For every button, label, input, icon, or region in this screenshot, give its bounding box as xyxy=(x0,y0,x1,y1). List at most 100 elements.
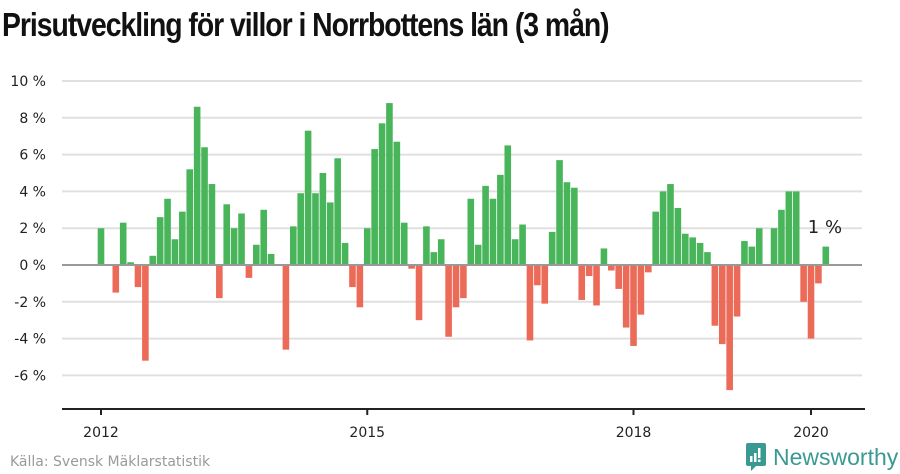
bar xyxy=(334,158,341,265)
bar xyxy=(718,265,726,345)
bar xyxy=(223,204,231,265)
bar xyxy=(119,222,127,265)
bar xyxy=(193,106,201,265)
bar xyxy=(615,265,623,289)
bar xyxy=(467,198,475,265)
bar xyxy=(622,265,630,328)
bar xyxy=(681,233,689,265)
bar xyxy=(755,228,763,265)
bar xyxy=(792,191,800,265)
bars xyxy=(97,103,830,391)
bar xyxy=(593,265,600,306)
bar xyxy=(526,265,534,341)
bar-chart-speech-bubble-icon xyxy=(746,443,766,471)
bar xyxy=(511,239,519,265)
y-tick-label: 2 % xyxy=(19,221,46,237)
y-tick-label: -6 % xyxy=(14,368,46,384)
bar xyxy=(341,242,349,265)
bar xyxy=(245,265,253,278)
bar xyxy=(216,265,223,299)
bar xyxy=(726,265,733,391)
bar xyxy=(704,252,711,265)
bar xyxy=(171,239,179,265)
bar xyxy=(260,209,268,265)
bar xyxy=(371,149,378,265)
bar xyxy=(319,173,327,265)
bar xyxy=(519,224,526,265)
bar xyxy=(645,265,652,273)
bar xyxy=(149,255,157,265)
y-tick-label: -2 % xyxy=(14,295,46,311)
bar xyxy=(127,262,134,265)
y-tick-label: 10 % xyxy=(10,74,46,90)
bar xyxy=(267,253,275,265)
bar xyxy=(179,211,186,265)
bar xyxy=(696,242,704,265)
bar xyxy=(201,147,208,265)
bar xyxy=(156,217,164,265)
bar xyxy=(667,184,674,265)
y-tick-label: -4 % xyxy=(14,332,46,348)
bar xyxy=(608,265,615,271)
bar xyxy=(800,265,807,302)
bar xyxy=(689,237,696,265)
bar xyxy=(290,226,297,265)
bar xyxy=(445,265,452,337)
x-axis: 2012 2015 2018 2020 xyxy=(62,408,865,441)
y-tick-label: 4 % xyxy=(19,184,46,200)
bar xyxy=(637,265,645,315)
x-tick-label: 2018 xyxy=(616,425,652,441)
bar xyxy=(423,226,430,265)
y-tick-label: 6 % xyxy=(19,148,46,164)
bar xyxy=(600,248,608,265)
bar xyxy=(785,191,793,265)
bar xyxy=(497,174,504,265)
bar xyxy=(297,193,304,265)
bar xyxy=(578,265,586,300)
bar xyxy=(556,160,563,265)
bar xyxy=(770,228,778,265)
bar xyxy=(238,213,245,265)
bar xyxy=(659,191,667,265)
y-tick-label: 0 % xyxy=(19,258,46,274)
y-axis-ticks: -6 % -4 % -2 % 0 % 2 % 4 % 6 % 8 % 10 % xyxy=(10,74,46,384)
bar xyxy=(748,246,756,265)
bar xyxy=(815,265,822,284)
bar xyxy=(408,265,415,269)
bar xyxy=(474,244,482,265)
bar xyxy=(733,265,741,317)
bar xyxy=(363,228,371,265)
bar xyxy=(208,184,216,265)
chart-title: Prisutveckling för villor i Norrbottens … xyxy=(2,6,610,43)
bar xyxy=(482,185,489,265)
bar xyxy=(142,265,149,361)
bar xyxy=(807,265,815,339)
bar xyxy=(711,265,719,326)
bar xyxy=(304,130,312,265)
bar xyxy=(312,193,319,265)
newsworthy-logo: Newsworthy xyxy=(745,442,898,472)
bar xyxy=(349,265,356,288)
bar xyxy=(674,207,682,265)
bar xyxy=(386,103,393,265)
bar xyxy=(326,202,334,265)
bar xyxy=(230,228,238,265)
brand-name: Newsworthy xyxy=(773,443,899,470)
bar xyxy=(460,265,467,299)
bar xyxy=(452,265,460,308)
bar xyxy=(437,239,445,265)
bar xyxy=(652,211,659,265)
bar xyxy=(393,141,401,265)
bar xyxy=(504,145,512,265)
bar xyxy=(378,123,386,265)
x-tick-label: 2012 xyxy=(83,425,119,441)
bar xyxy=(430,252,438,265)
source-label: Källa: Svensk Mäklarstatistik xyxy=(10,454,211,470)
bar xyxy=(164,198,171,265)
bar xyxy=(563,182,571,265)
bar xyxy=(534,265,541,286)
bar xyxy=(822,246,830,265)
bar xyxy=(356,265,364,308)
bar xyxy=(548,231,556,265)
